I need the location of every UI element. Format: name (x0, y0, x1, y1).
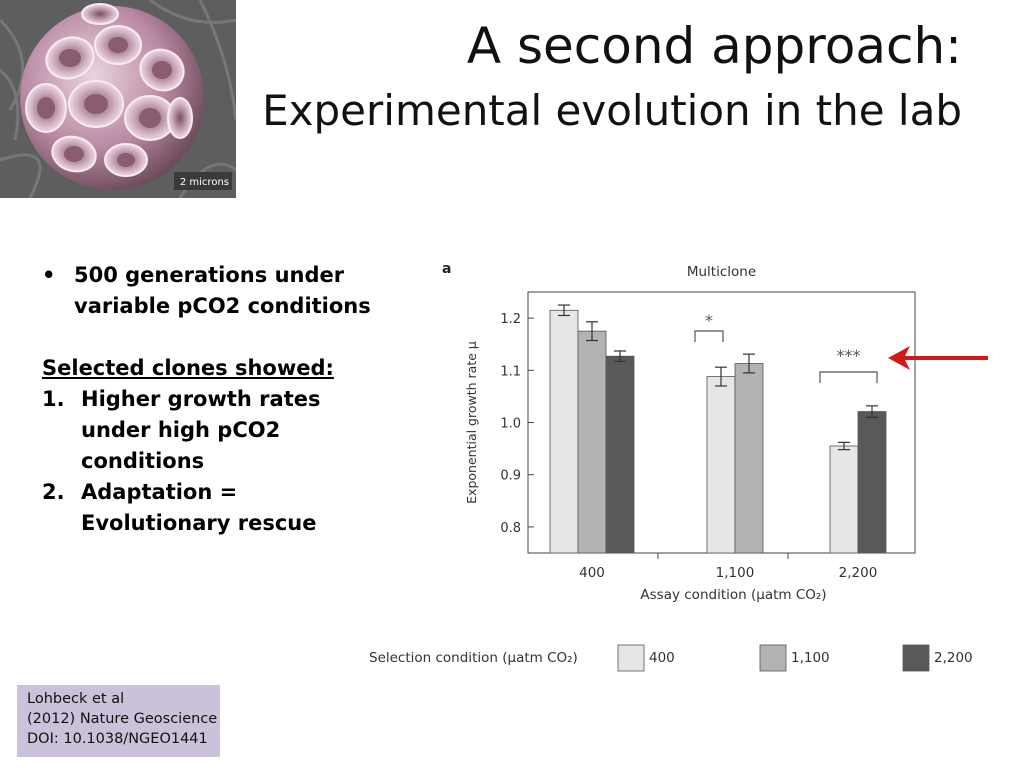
citation-box: Lohbeck et al (2012) Nature Geoscience D… (17, 685, 220, 757)
legend-label: 400 (649, 650, 675, 666)
item-text: Higher growth rates under high pCO2 cond… (81, 387, 321, 473)
bullet-item: • 500 generations under variable pCO2 co… (42, 260, 372, 322)
x-tick-label: 400 (579, 565, 605, 581)
red-arrow-icon (888, 346, 988, 370)
selected-heading: Selected clones showed: (42, 356, 334, 380)
legend-swatch (617, 644, 645, 672)
significance-label: * (705, 311, 713, 330)
bar (549, 309, 579, 554)
bullet-dot: • (42, 263, 56, 287)
significance-label: *** (837, 346, 861, 365)
x-tick-label: 1,100 (716, 565, 755, 581)
numbered-item: 2. Adaptation = Evolutionary rescue (42, 477, 372, 539)
growth-rate-chart: a Multiclone 0.8 0.9 1.0 1.1 1.2 Exponential gr… (369, 261, 973, 672)
y-tick-label: 1.1 (500, 364, 521, 379)
y-tick-label: 1.0 (500, 417, 521, 432)
legend-label: 2,200 (934, 650, 973, 666)
y-tick-label: 1.2 (500, 312, 521, 327)
bar (577, 330, 607, 554)
significance-bracket (819, 371, 878, 383)
item-text: Adaptation = Evolutionary rescue (81, 480, 317, 535)
x-tick-label: 2,200 (839, 565, 878, 581)
bar (734, 363, 764, 554)
y-tick-label: 0.8 (500, 521, 521, 536)
slide-body: • 500 generations under variable pCO2 co… (42, 260, 372, 539)
bar (829, 445, 859, 554)
slide-title: A second approach: (466, 17, 962, 75)
bar (706, 376, 736, 554)
legend-title: Selection condition (μatm CO₂) (369, 650, 578, 666)
legend-swatch (759, 644, 787, 672)
chart-title: Multiclone (687, 264, 756, 280)
citation-line: (2012) Nature Geoscience (27, 711, 218, 727)
y-axis-label: Exponential growth rate μ (464, 341, 479, 504)
bar (605, 355, 635, 554)
bullet-text: 500 generations under variable pCO2 cond… (74, 263, 371, 318)
legend-label: 1,100 (791, 650, 830, 666)
bar (857, 411, 887, 554)
significance-bracket (694, 330, 724, 342)
citation-line: DOI: 10.1038/NGEO1441 (27, 731, 208, 747)
scale-label: 2 microns (180, 177, 229, 188)
x-axis-label: Assay condition (μatm CO₂) (640, 587, 826, 603)
item-number: 2. (42, 480, 65, 504)
item-number: 1. (42, 387, 65, 411)
citation-line: Lohbeck et al (27, 691, 125, 707)
numbered-item: 1. Higher growth rates under high pCO2 c… (42, 384, 372, 477)
legend-swatch (902, 644, 930, 672)
coccolith-image: 2 microns (0, 0, 236, 198)
panel-label: a (442, 261, 451, 277)
y-tick-label: 0.9 (500, 469, 521, 484)
slide-subtitle: Experimental evolution in the lab (262, 86, 962, 135)
